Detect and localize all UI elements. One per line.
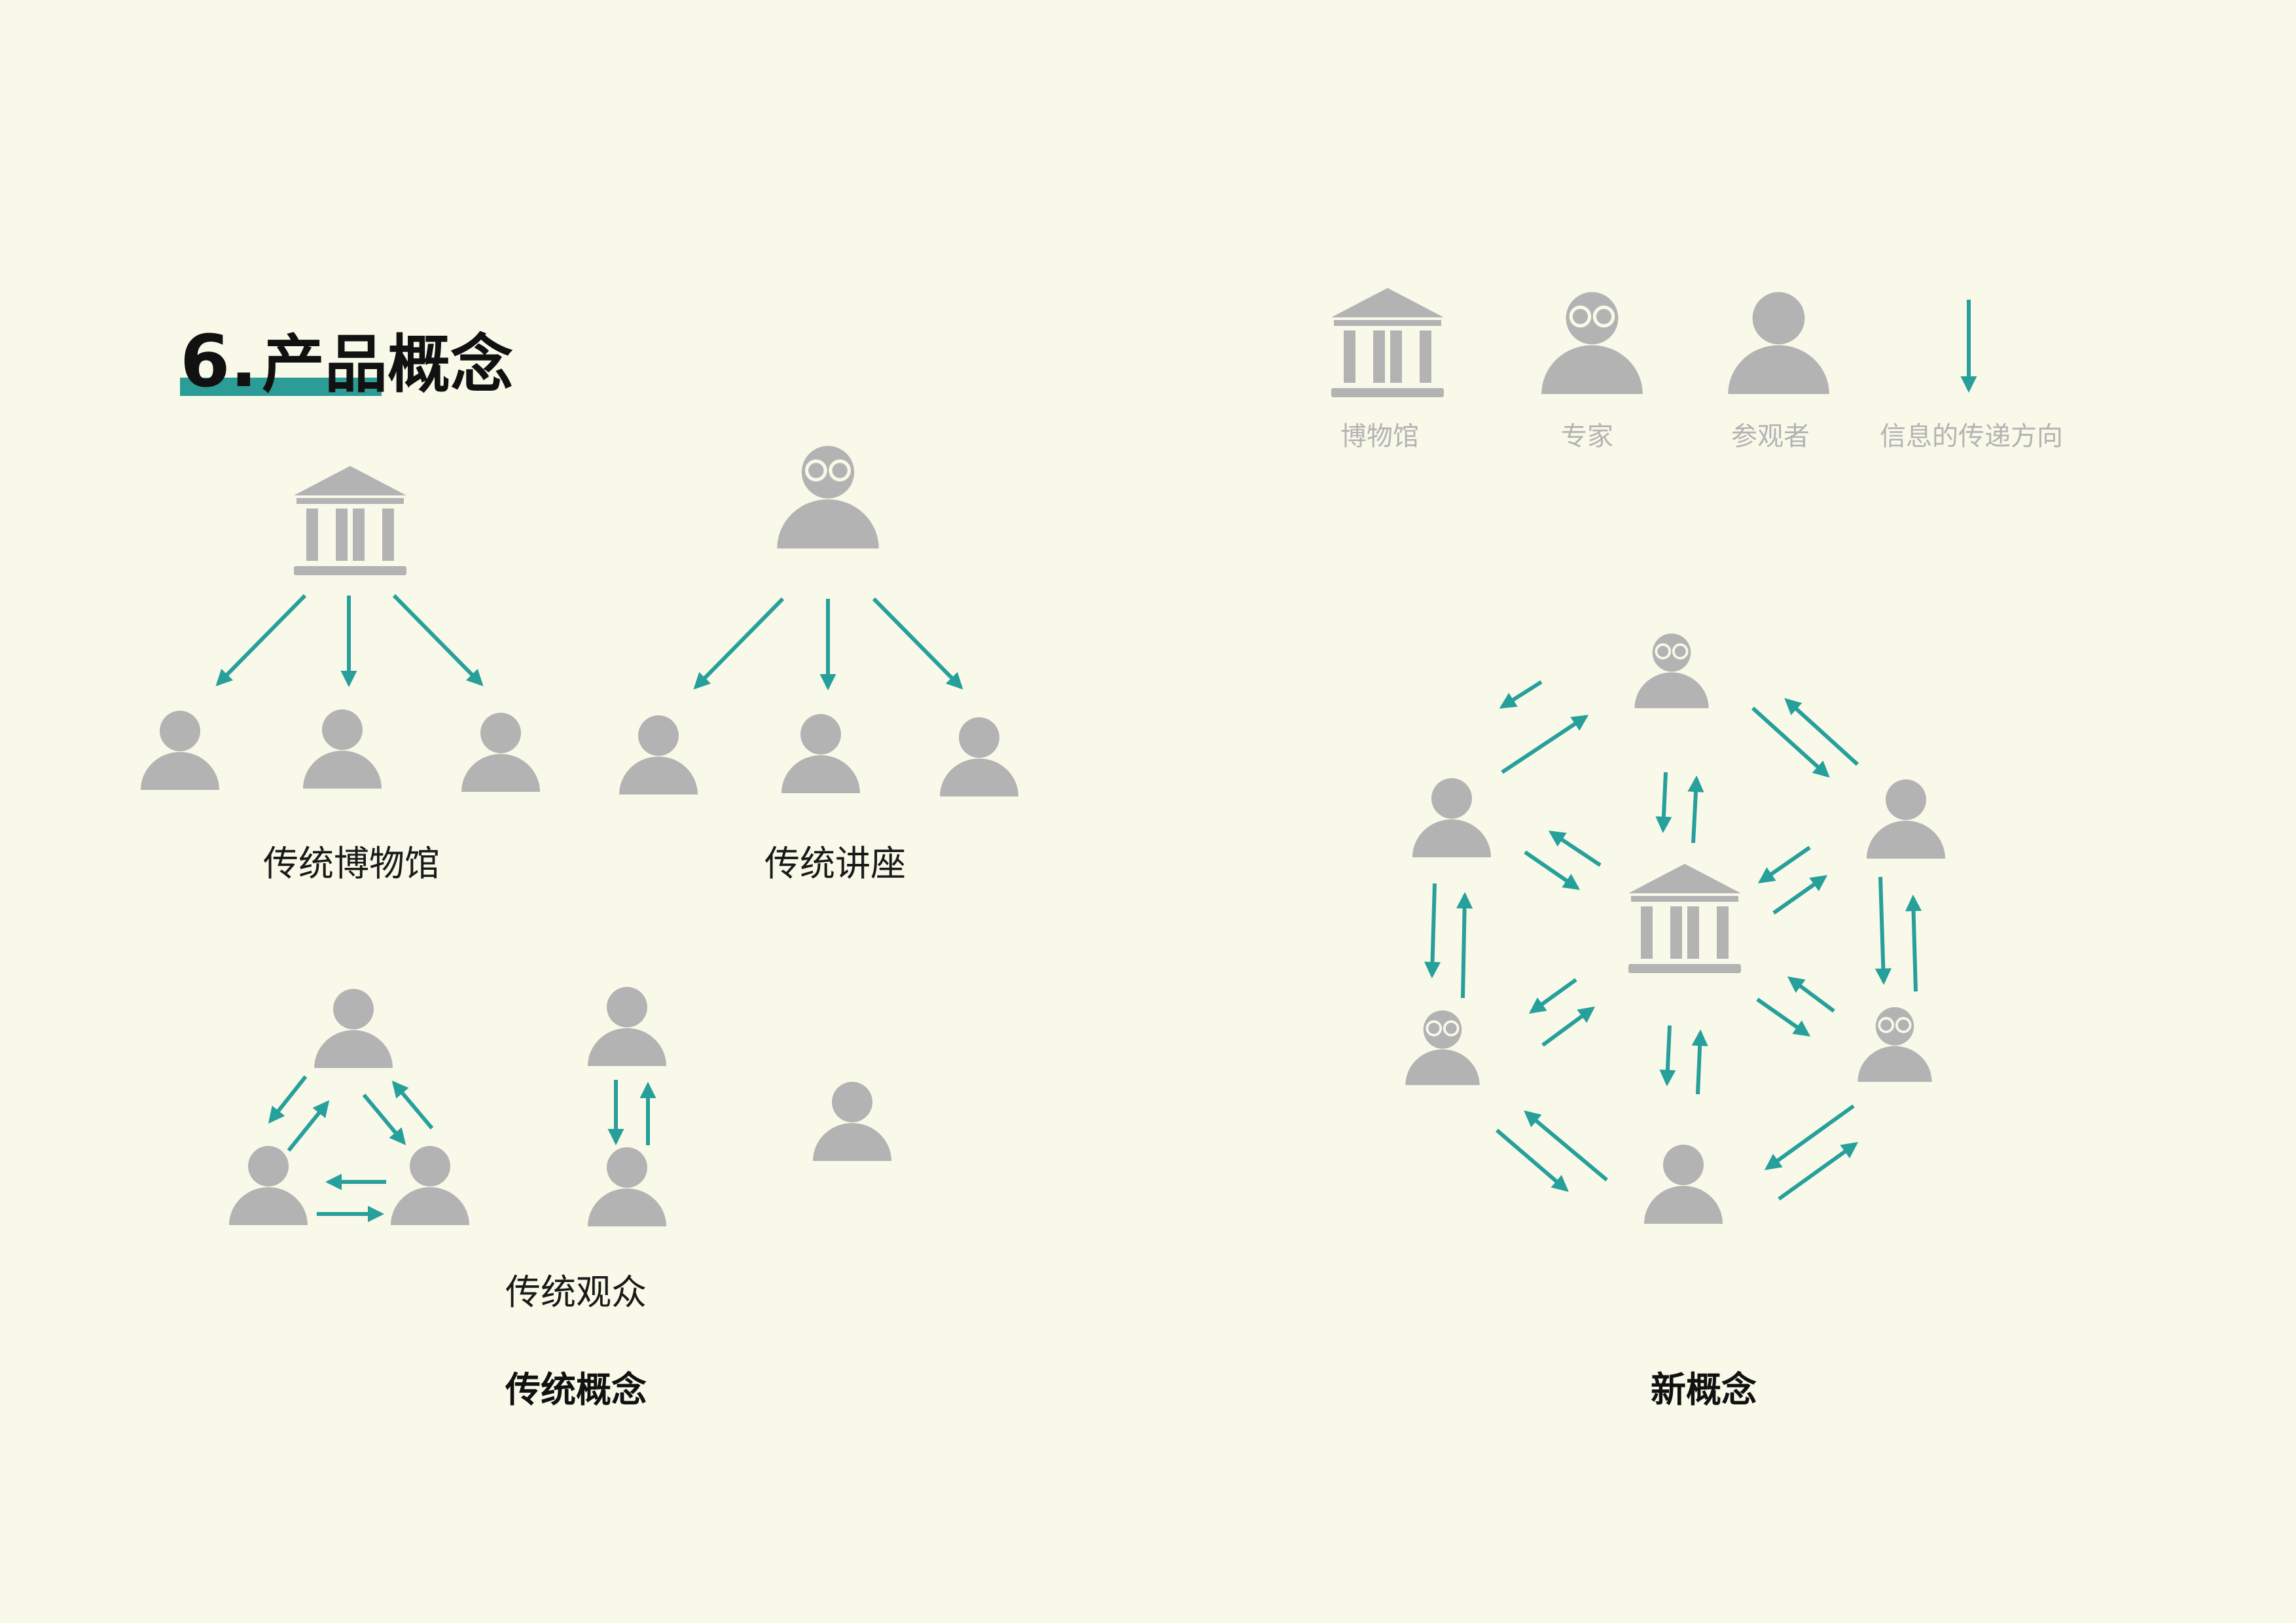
info-arrow [1784,698,1859,766]
expert-icon [1857,1007,1932,1084]
info-arrow [268,1075,308,1124]
traditional-lecture-label: 传统讲座 [764,843,906,884]
info-arrow [1905,894,1922,992]
visitor-icon [588,987,666,1066]
visitor-icon [813,1082,891,1161]
info-arrow [391,1080,434,1130]
info-arrow [1655,772,1672,834]
new-concept-diagram [1405,633,1945,1224]
traditional-concept-title: 传统概念 [505,1369,647,1410]
info-arrow [1751,706,1830,778]
visitor-icon [461,713,540,792]
traditional-audience-label: 传统观众 [505,1272,647,1313]
info-arrow [362,1094,406,1145]
info-arrow [1691,1029,1708,1095]
info-arrow [1524,850,1581,890]
visitor-icon [781,714,860,793]
info-arrow [1772,875,1828,915]
traditional-museum-diagram: 传统博物馆 [141,466,540,884]
museum-icon [1331,288,1444,397]
visitor-icon [619,715,698,794]
info-arrow [1787,976,1835,1013]
legend: 博物馆 专家 参观者 信息的传递方向 [1331,288,2063,452]
info-arrow [1456,891,1473,999]
traditional-lecture-diagram: 传统讲座 [619,446,1018,884]
visitor-icon [1644,1145,1723,1224]
info-arrow [1424,883,1441,979]
info-arrow [1874,876,1892,986]
traditional-audience-diagram: 传统观众 [229,987,891,1313]
museum-icon [1628,864,1741,973]
info-arrow [872,597,963,690]
expert-icon [1541,292,1643,394]
info-arrow [693,597,785,690]
expert-icon [777,446,879,548]
visitor-icon [314,989,393,1068]
visitor-icon [1867,779,1945,859]
info-arrow [1528,978,1577,1014]
visitor-icon [141,711,219,790]
visitor-icon [391,1146,469,1225]
legend-label-expert: 专家 [1561,421,1613,452]
visitor-icon [1728,292,1829,395]
heading-number: 6. [180,319,257,403]
heading-accent-bar [180,378,382,396]
museum-icon [294,466,406,575]
info-arrow [1778,1142,1859,1201]
visitor-icon [588,1147,666,1226]
info-arrow [392,594,484,687]
heading-title: 产品概念 [262,328,513,401]
info-arrow [1499,680,1543,709]
visitor-icon [940,717,1018,796]
expert-icon [1405,1010,1480,1087]
new-concept-title: 新概念 [1651,1369,1757,1410]
info-arrow [1501,715,1589,774]
info-arrow [1764,1104,1855,1170]
info-arrow [1541,1007,1596,1047]
info-arrow [1496,1128,1569,1192]
legend-label-visitor: 参观者 [1731,421,1810,452]
info-arrow [1659,1025,1676,1087]
page-heading: 6. 产品概念 [180,319,513,403]
visitor-icon [303,709,382,789]
info-arrow [287,1100,330,1152]
info-arrow [1687,775,1704,844]
expert-icon [1634,633,1709,710]
info-arrow [1756,997,1811,1037]
traditional-museum-label: 传统博物馆 [263,843,440,884]
info-arrow [1548,830,1602,867]
legend-label-museum: 博物馆 [1340,421,1419,452]
info-arrow [1757,846,1811,883]
info-arrow [1524,1110,1608,1182]
info-arrow [215,594,307,687]
visitor-icon [1412,778,1491,857]
legend-label-direction: 信息的传递方向 [1880,421,2063,452]
visitor-icon [229,1146,308,1225]
